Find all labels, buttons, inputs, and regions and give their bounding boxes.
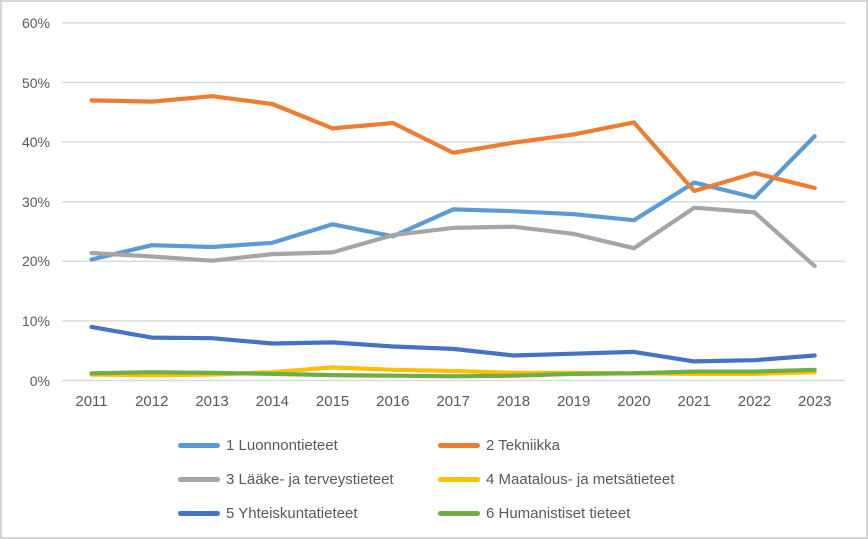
legend-line-marker	[438, 510, 480, 516]
legend-line-marker	[438, 476, 480, 482]
x-axis-tick-label: 2017	[436, 393, 470, 410]
legend-item-3: 3 Lääke- ja terveystieteet	[178, 469, 394, 489]
y-axis-tick-label: 0%	[29, 372, 50, 389]
x-axis-tick-label: 2019	[556, 393, 591, 410]
legend-line-marker	[178, 510, 220, 516]
legend-label: 1 Luonnontieteet	[226, 436, 338, 454]
legend-label: 4 Maatalous- ja metsätieteet	[486, 470, 675, 488]
x-axis-tick-label: 2018	[496, 393, 531, 410]
legend-item-6: 6 Humanistiset tieteet	[438, 503, 630, 523]
x-axis-tick-label: 2016	[376, 393, 410, 410]
y-axis-tick-label: 60%	[21, 14, 50, 31]
series-line-6	[89, 367, 817, 379]
legend-label: 5 Yhteiskuntatieteet	[226, 504, 358, 522]
x-axis-tick-label: 2014	[255, 393, 289, 410]
series-line-5	[89, 324, 817, 364]
legend-item-1: 1 Luonnontieteet	[178, 435, 338, 455]
legend-line-marker	[178, 442, 220, 448]
y-axis-tick-label: 40%	[21, 134, 50, 151]
y-axis-tick-label: 50%	[21, 74, 50, 91]
legend-item-5: 5 Yhteiskuntatieteet	[178, 503, 357, 523]
x-axis-tick-label: 2015	[315, 393, 350, 410]
legend-label: 3 Lääke- ja terveystieteet	[226, 470, 394, 488]
y-axis-tick-label: 20%	[21, 253, 50, 270]
x-axis-tick-label: 2012	[135, 393, 169, 410]
x-axis-tick-label: 2020	[617, 393, 651, 410]
legend-label: 2 Tekniikka	[486, 436, 560, 454]
y-axis-tick-label: 30%	[21, 193, 50, 210]
legend-line-marker	[178, 476, 220, 482]
x-axis-tick-label: 2021	[677, 393, 711, 410]
legend-item-2: 2 Tekniikka	[438, 435, 560, 455]
x-axis-tick-label: 2013	[195, 393, 229, 410]
legend-item-4: 4 Maatalous- ja metsätieteet	[438, 469, 674, 489]
legend-label: 6 Humanistiset tieteet	[486, 504, 631, 522]
y-axis-tick-label: 10%	[21, 312, 50, 329]
x-axis-tick-label: 2023	[798, 393, 832, 410]
x-axis-tick-label: 2022	[737, 393, 772, 410]
series-line-3	[89, 205, 817, 269]
series-line-2	[89, 94, 817, 194]
series-line-1	[89, 134, 817, 262]
legend-line-marker	[438, 442, 480, 448]
x-axis-tick-label: 2011	[75, 393, 108, 410]
